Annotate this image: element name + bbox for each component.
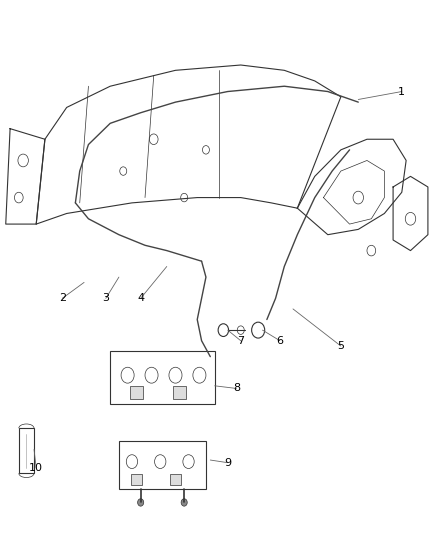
Circle shape bbox=[138, 499, 144, 506]
Circle shape bbox=[181, 499, 187, 506]
FancyBboxPatch shape bbox=[119, 441, 206, 489]
Text: 5: 5 bbox=[337, 341, 344, 351]
Text: 2: 2 bbox=[59, 293, 66, 303]
Bar bbox=[130, 386, 143, 399]
FancyBboxPatch shape bbox=[19, 428, 34, 473]
Circle shape bbox=[252, 322, 265, 338]
Circle shape bbox=[218, 324, 229, 336]
Text: 10: 10 bbox=[29, 463, 43, 473]
Bar bbox=[173, 386, 186, 399]
Text: 3: 3 bbox=[102, 293, 110, 303]
Text: 6: 6 bbox=[276, 336, 283, 346]
Text: 4: 4 bbox=[137, 293, 144, 303]
FancyBboxPatch shape bbox=[110, 351, 215, 405]
Text: 9: 9 bbox=[224, 458, 231, 467]
Text: 8: 8 bbox=[233, 383, 240, 393]
FancyBboxPatch shape bbox=[131, 474, 141, 485]
Text: 1: 1 bbox=[398, 86, 405, 96]
Text: 7: 7 bbox=[237, 336, 244, 346]
FancyBboxPatch shape bbox=[170, 474, 181, 485]
